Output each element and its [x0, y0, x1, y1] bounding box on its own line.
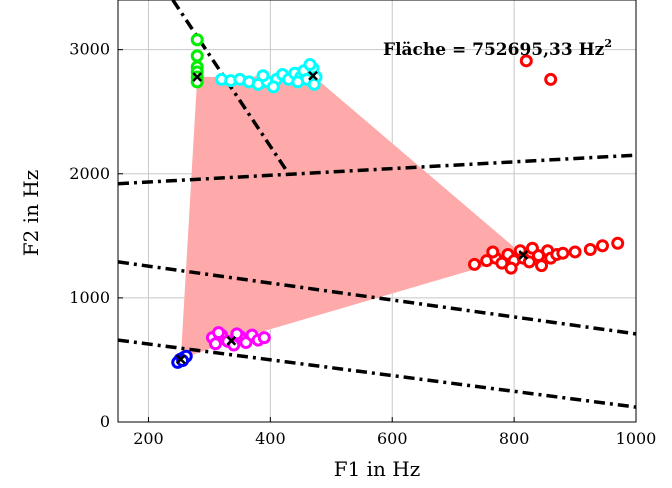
polygon-area — [180, 75, 524, 360]
data-point — [303, 58, 317, 72]
data-point — [190, 49, 204, 63]
y-tick-label: 0 — [100, 412, 110, 431]
annotation-sup: 2 — [604, 37, 612, 50]
x-tick-label: 400 — [255, 429, 286, 448]
y-tick-label: 3000 — [69, 40, 110, 59]
data-point — [544, 72, 558, 86]
data-point — [611, 236, 625, 250]
data-point — [504, 261, 518, 275]
area-polygon — [180, 75, 524, 360]
y-tick-label: 1000 — [69, 288, 110, 307]
data-point — [256, 69, 270, 83]
data-point — [257, 331, 271, 345]
data-point — [595, 239, 609, 253]
annotation-text: Fläche = 752695,33 Hz — [383, 40, 605, 60]
mean-marker — [518, 250, 529, 260]
data-point — [209, 337, 223, 351]
mean-marker — [308, 70, 318, 81]
dashdot-line — [118, 260, 636, 336]
data-point — [227, 338, 241, 352]
annotation-area: Fläche = 752695,33 Hz2 — [383, 37, 612, 60]
data-point — [583, 242, 597, 256]
data-point — [486, 245, 500, 259]
data-point — [212, 326, 226, 340]
x-axis-label: F1 in Hz — [334, 457, 421, 481]
axis-ticks: 200 400 600 800 1000 0 1000 2000 3000 — [69, 40, 656, 448]
mean-marker — [226, 335, 237, 346]
mean-marker — [192, 72, 203, 82]
x-tick-label: 800 — [499, 429, 530, 448]
mean-marker — [175, 354, 186, 365]
data-point — [291, 75, 305, 89]
data-point — [468, 257, 482, 271]
x-tick-label: 1000 — [616, 429, 657, 448]
x-tick-label: 200 — [133, 429, 164, 448]
mean-markers — [175, 70, 529, 365]
data-point — [568, 245, 582, 259]
data-point — [190, 33, 204, 47]
data-point — [266, 80, 280, 94]
x-tick-label: 600 — [377, 429, 408, 448]
dashdot-line — [118, 153, 636, 186]
data-point — [535, 259, 549, 273]
y-axis-label: F2 in Hz — [19, 170, 43, 257]
y-tick-label: 2000 — [69, 164, 110, 183]
plot-frame — [117, 0, 637, 423]
dashdot-line — [118, 338, 636, 409]
data-point — [556, 246, 570, 260]
data-point — [519, 54, 533, 68]
data-point — [307, 77, 321, 91]
